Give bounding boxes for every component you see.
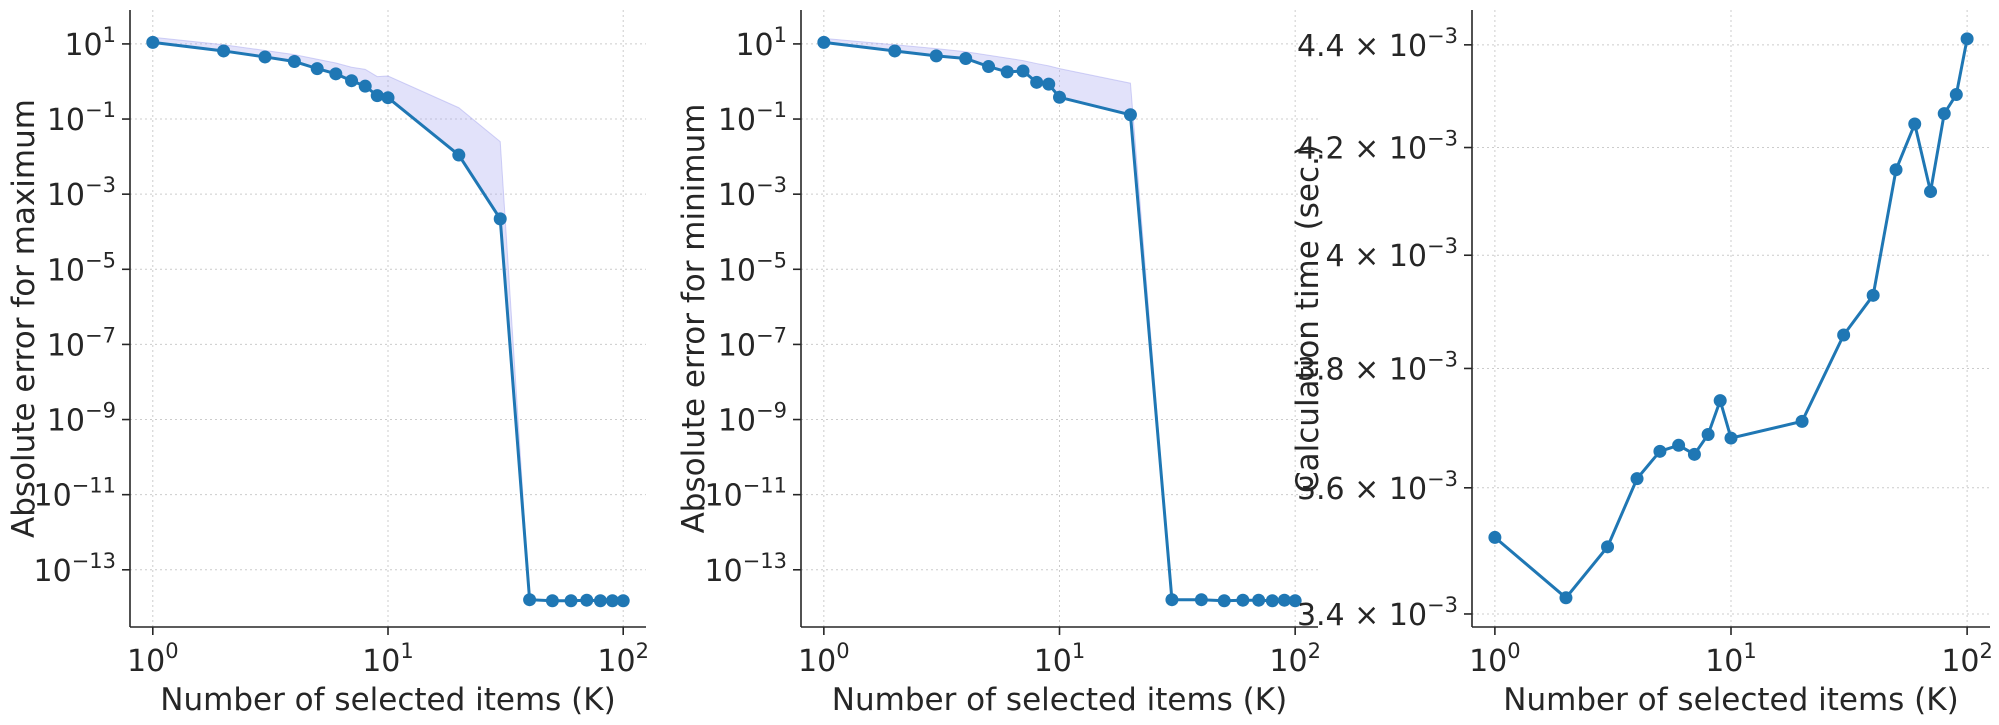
- data-point: [1601, 540, 1615, 554]
- data-point: [564, 594, 578, 608]
- x-tick-label: 102: [597, 639, 649, 679]
- data-point: [580, 593, 594, 607]
- y-tick-label: 10−9: [718, 399, 787, 439]
- data-point: [1630, 472, 1644, 486]
- y-tick-label: 10−7: [718, 323, 787, 363]
- data-point: [1288, 594, 1302, 608]
- y-tick-label: 3.4 × 10−3: [1297, 593, 1458, 633]
- data-point: [1795, 414, 1809, 428]
- data-point: [1042, 77, 1056, 91]
- x-tick-label: 100: [798, 639, 850, 679]
- y-tick-label: 101: [735, 23, 787, 63]
- data-point: [929, 49, 943, 63]
- y-tick-label: 10−11: [704, 474, 787, 514]
- y-tick-label: 4.2 × 10−3: [1297, 127, 1458, 167]
- data-point: [1165, 593, 1179, 607]
- y-tick-label: 3.6 × 10−3: [1297, 467, 1458, 507]
- data-point: [1252, 593, 1266, 607]
- y-tick-label: 10−1: [47, 98, 116, 138]
- data-point: [959, 51, 973, 65]
- chart-panel-2: 100 101 102 101 10−1 10−3 10−5 10−7 10−9 10−11 10−…: [676, 10, 1321, 718]
- x-axis-label: Number of selected items (K): [160, 682, 615, 718]
- y-axis-label: Absolute error for maximum: [6, 99, 42, 538]
- x-tick-label: 100: [1469, 639, 1521, 679]
- y-tick-label: 101: [64, 23, 116, 63]
- data-point: [1713, 394, 1727, 408]
- data-point: [1701, 427, 1715, 441]
- data-point: [381, 91, 395, 105]
- data-point: [310, 62, 324, 76]
- data-point: [545, 594, 559, 608]
- data-point: [493, 212, 507, 226]
- data-point: [1053, 90, 1066, 104]
- data-point: [1924, 185, 1938, 199]
- data-point: [1687, 447, 1701, 461]
- data-point: [1265, 594, 1279, 608]
- data-point: [1277, 593, 1291, 607]
- y-tick-label: 10−5: [47, 248, 116, 288]
- x-tick-label: 101: [1705, 639, 1757, 679]
- y-axis-label: Calculation time (sec.): [1290, 144, 1326, 493]
- y-tick-label: 10−5: [718, 248, 787, 288]
- data-point: [146, 35, 160, 49]
- data-point: [523, 593, 537, 607]
- data-point: [345, 74, 359, 88]
- data-point: [1559, 591, 1573, 605]
- y-tick-label: 10−13: [704, 549, 787, 589]
- data-point: [982, 60, 996, 74]
- x-tick-label: 101: [362, 639, 414, 679]
- data-point: [1030, 75, 1044, 89]
- data-point: [370, 89, 384, 103]
- data-point: [1123, 108, 1137, 122]
- y-tick-label: 3.8 × 10−3: [1297, 347, 1458, 387]
- x-tick-label: 102: [1941, 639, 1993, 679]
- y-tick-label: 10−1: [718, 98, 787, 138]
- data-point: [1016, 64, 1030, 78]
- data-point: [258, 50, 272, 64]
- x-tick-label: 102: [1269, 639, 1321, 679]
- data-point: [1949, 88, 1963, 102]
- y-tick-label: 10−3: [718, 173, 787, 213]
- data-point: [1724, 431, 1738, 445]
- x-tick-label: 101: [1034, 639, 1086, 679]
- y-tick-label: 4 × 10−3: [1326, 234, 1458, 274]
- x-tick-label: 100: [127, 639, 179, 679]
- series-line: [1493, 38, 1969, 600]
- data-point: [1488, 530, 1502, 544]
- y-tick-label: 10−7: [47, 323, 116, 363]
- data-point: [1937, 107, 1951, 121]
- data-point: [217, 44, 231, 58]
- chart-panel-3: 100 101 102 4.4 × 10−3 4.2 × 10−3 4 × 10−3 3.8…: [1290, 10, 1993, 718]
- data-point: [1653, 444, 1667, 458]
- data-point: [358, 79, 372, 93]
- y-tick-label: 10−9: [47, 399, 116, 439]
- data-point: [1889, 163, 1903, 177]
- data-point: [1866, 288, 1880, 302]
- y-axis-label: Absolute error for minimum: [676, 104, 712, 534]
- y-tick-label: 4.4 × 10−3: [1297, 24, 1458, 64]
- chart-panel-1: 100 101 102 101 10−1 10−3 10−5 10−7 10−9 10−11 10−…: [6, 10, 649, 718]
- data-point: [1837, 328, 1851, 342]
- data-point: [1217, 594, 1231, 608]
- data-point: [1908, 117, 1922, 131]
- y-tick-label: 10−11: [33, 474, 116, 514]
- data-point: [1194, 593, 1208, 607]
- data-point: [1672, 438, 1686, 452]
- data-point: [888, 44, 902, 58]
- data-point: [1000, 65, 1014, 79]
- y-tick-label: 10−3: [47, 173, 116, 213]
- data-point: [1960, 32, 1974, 46]
- data-point: [593, 594, 607, 608]
- data-point: [605, 594, 619, 608]
- data-point: [817, 35, 831, 49]
- x-axis-label: Number of selected items (K): [1503, 682, 1958, 718]
- data-point: [329, 67, 343, 81]
- x-axis-label: Number of selected items (K): [832, 682, 1287, 718]
- data-point: [452, 148, 466, 162]
- data-point: [1236, 593, 1250, 607]
- data-point: [287, 55, 301, 69]
- y-tick-label: 10−13: [33, 549, 116, 589]
- data-point: [616, 594, 630, 608]
